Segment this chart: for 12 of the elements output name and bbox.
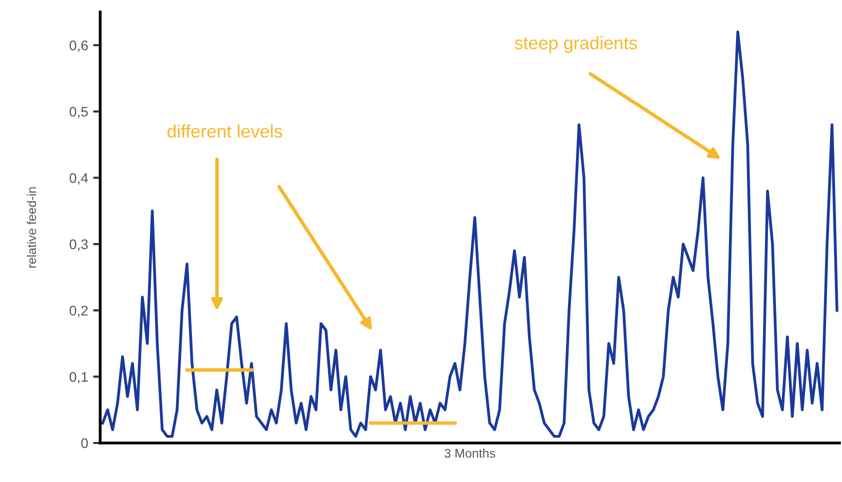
line-series xyxy=(101,30,838,438)
x-axis-title: 3 Months xyxy=(444,448,496,458)
annotation: different levels xyxy=(167,124,282,138)
y-tick-label: 0,1 xyxy=(70,372,88,384)
y-tick-label: 0,4 xyxy=(70,173,88,185)
annotation: steep gradients xyxy=(514,36,638,53)
y-tick-label: 0,3 xyxy=(70,239,88,251)
y-axis-title: relative feed-in xyxy=(26,187,36,268)
y-tick-label: 0,2 xyxy=(70,306,88,318)
y-tick-label: 0,5 xyxy=(70,106,88,118)
y-tick-label: 0 xyxy=(81,438,88,448)
y-tick-label: 0,6 xyxy=(70,40,88,52)
